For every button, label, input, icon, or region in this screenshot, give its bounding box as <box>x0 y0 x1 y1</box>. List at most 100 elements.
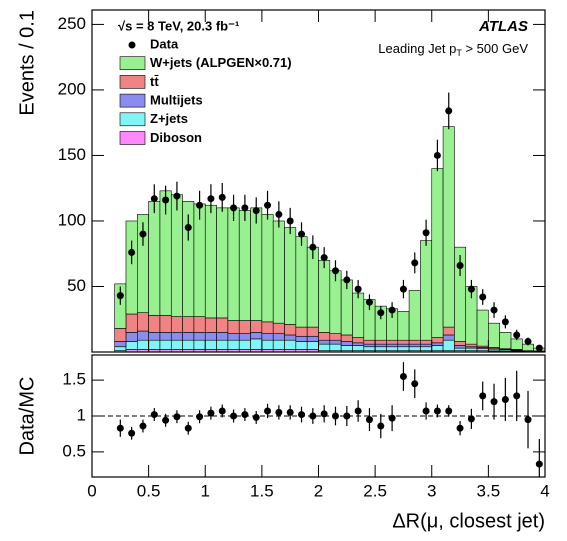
data-point <box>331 267 339 275</box>
data-point <box>264 201 272 209</box>
y-tick-label: 0.5 <box>62 441 86 460</box>
data-point <box>490 306 498 314</box>
data-point <box>467 285 475 293</box>
data-point <box>320 254 328 262</box>
histogram-bar <box>386 346 399 351</box>
data-point <box>196 201 204 209</box>
data-point <box>275 408 283 416</box>
data-point <box>230 204 238 212</box>
histogram-bar <box>204 204 217 319</box>
selection-subscript: T <box>456 48 462 58</box>
histogram-bar <box>352 342 365 346</box>
histogram-bar <box>114 341 127 348</box>
histogram-bar <box>318 259 331 333</box>
histogram-bar <box>295 236 308 328</box>
selection-text: > 500 GeV <box>462 41 528 56</box>
histogram-bar <box>170 194 183 317</box>
x-tick-label: 0 <box>87 481 96 500</box>
histogram-bar <box>340 334 353 342</box>
data-point <box>218 407 226 415</box>
data-point <box>162 196 170 204</box>
legend-swatch <box>119 93 146 108</box>
histogram-bar <box>125 220 138 315</box>
data-point <box>411 380 419 388</box>
histogram-bar <box>374 339 387 345</box>
histogram-bar <box>250 338 263 350</box>
legend-label: Z+jets <box>150 111 188 126</box>
legend-marker <box>128 41 136 49</box>
histogram-bar <box>510 338 523 350</box>
histogram-bar <box>363 346 376 351</box>
histogram-bar <box>137 330 149 341</box>
histogram-bar <box>272 220 285 324</box>
histogram-bar <box>182 339 195 350</box>
histogram-bar <box>420 240 433 341</box>
histogram-bar <box>465 343 478 348</box>
histogram-bar <box>137 339 149 350</box>
data-point <box>150 195 158 203</box>
histogram-bar <box>170 339 183 350</box>
histogram-bar <box>329 339 342 345</box>
data-point <box>150 411 158 419</box>
data-point <box>275 210 283 218</box>
histogram-bar <box>340 345 353 351</box>
histogram-bar <box>442 334 455 341</box>
histogram-bar <box>238 339 251 350</box>
x-tick-label: 4 <box>540 481 549 500</box>
data-point <box>116 292 124 300</box>
histogram-bar <box>431 168 444 338</box>
histogram-bar <box>329 343 342 351</box>
data-point <box>128 429 136 437</box>
histogram-bar <box>284 334 297 341</box>
x-tick-label: 2.5 <box>363 481 387 500</box>
histogram-bar <box>216 332 229 341</box>
data-point <box>354 407 362 415</box>
histogram-bar <box>193 316 206 333</box>
histogram-bar <box>306 341 319 350</box>
histogram-bar <box>295 335 308 342</box>
histogram-bar <box>238 333 251 341</box>
histogram-bar <box>261 321 274 334</box>
data-point <box>456 262 464 270</box>
histogram-bar <box>318 339 331 345</box>
data-point <box>184 224 192 232</box>
histogram-bar <box>397 343 410 348</box>
histogram-bar <box>454 347 467 351</box>
y-tick-label: 150 <box>58 145 86 164</box>
data-point <box>365 298 373 306</box>
histogram-bar <box>318 343 331 351</box>
data-point <box>343 412 351 420</box>
legend-label: Multijets <box>150 93 203 108</box>
histogram-bar <box>114 346 127 351</box>
data-point <box>286 408 294 416</box>
histogram-bar <box>238 320 251 334</box>
histogram-bar <box>408 339 421 345</box>
histogram-bar <box>148 339 161 350</box>
data-point <box>173 413 181 421</box>
legend-swatch <box>119 75 146 89</box>
data-point <box>139 422 147 430</box>
data-point <box>286 217 294 225</box>
selection-label: Leading Jet pT > 500 GeV <box>378 41 528 58</box>
data-point <box>433 407 441 415</box>
histogram-bar <box>284 324 297 336</box>
data-point <box>513 392 521 400</box>
data-point <box>422 407 430 415</box>
histogram-bar <box>159 332 172 341</box>
data-point <box>535 460 543 468</box>
histogram-bar <box>318 332 331 341</box>
data-point <box>501 395 509 403</box>
histogram-bar <box>261 339 274 350</box>
data-point <box>343 276 351 284</box>
histogram-bar <box>148 332 161 341</box>
histogram-bar <box>250 207 263 321</box>
histogram-bar <box>137 312 149 332</box>
histogram-bar <box>204 317 217 333</box>
histogram-bar <box>284 227 297 325</box>
legend-swatch <box>119 56 146 71</box>
data-point <box>445 407 453 415</box>
histogram-bar <box>182 332 195 341</box>
histogram-bar <box>431 345 444 351</box>
y-tick-label: 100 <box>58 210 86 229</box>
data-point <box>128 248 136 256</box>
